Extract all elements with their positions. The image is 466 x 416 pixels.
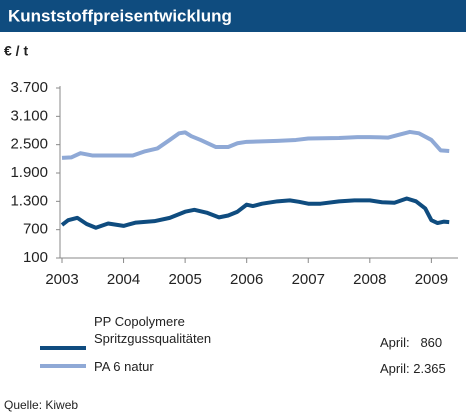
- series-line: [60, 196, 450, 230]
- x-tick-label: 2003: [45, 271, 78, 288]
- annotation: April: 2.365: [380, 361, 446, 376]
- x-tick-label: 2009: [415, 271, 448, 288]
- y-tick-label: 700: [23, 221, 48, 238]
- x-tick-label: 2007: [292, 271, 325, 288]
- legend-label: PP Copolymere Spritzgussqualitäten: [94, 314, 212, 346]
- x-tick-label: 2006: [230, 271, 263, 288]
- annotation: April: 860: [380, 335, 443, 350]
- title-bar: [0, 0, 466, 32]
- source: Quelle: Kiweb: [4, 398, 79, 412]
- y-tick-label: 3.700: [10, 79, 48, 96]
- x-tick-label: 2004: [107, 271, 140, 288]
- y-tick-label: 100: [23, 249, 48, 266]
- y-tick-label: 1.900: [10, 164, 48, 181]
- x-tick-label: 2008: [353, 271, 386, 288]
- legend-label: PA 6 natur: [94, 359, 154, 374]
- y-unit: € / t: [4, 43, 28, 59]
- chart-title: Kunststoffpreisentwicklung: [8, 6, 232, 25]
- series-line: [61, 129, 450, 160]
- y-tick-label: 2.500: [10, 136, 48, 153]
- x-tick-label: 2005: [168, 271, 201, 288]
- y-tick-label: 3.100: [10, 107, 48, 124]
- y-tick-label: 1.300: [10, 192, 48, 209]
